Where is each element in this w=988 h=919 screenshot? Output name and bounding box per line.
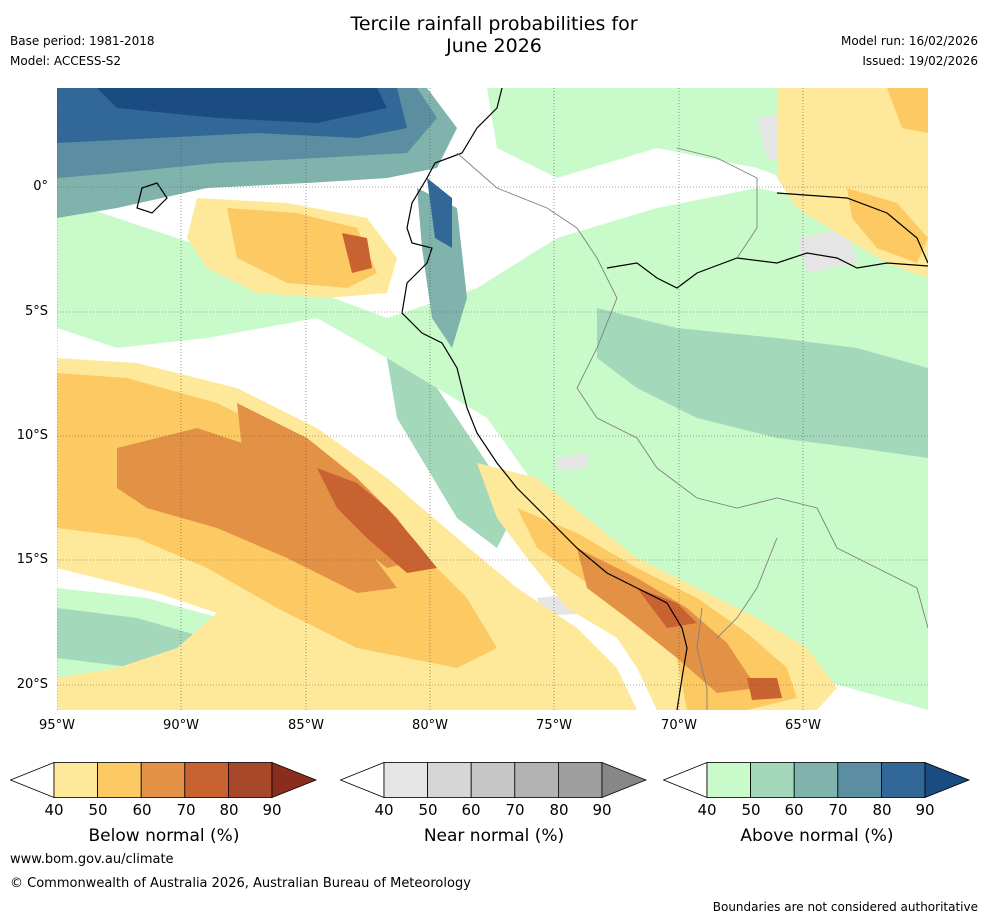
lon-label-90w: 90°W	[163, 718, 199, 733]
cb-above-tick-40: 40	[697, 801, 717, 819]
colorbar-below-normal	[10, 762, 318, 798]
colorbar-segment	[53, 762, 98, 798]
cb-above-tick-60: 60	[784, 801, 804, 819]
cb-near-tick-80: 80	[549, 801, 569, 819]
cb-above-title: Above normal (%)	[740, 826, 894, 846]
colorbar-segment	[383, 762, 428, 798]
cb-below-tick-80: 80	[219, 801, 239, 819]
cb-near-tick-50: 50	[418, 801, 438, 819]
cb-below-title: Below normal (%)	[88, 826, 240, 846]
title-line-1: Tercile rainfall probabilities for	[350, 13, 638, 35]
cb-above-tick-80: 80	[872, 801, 892, 819]
colorbar-extend-low	[10, 762, 55, 798]
cb-near-tick-90: 90	[592, 801, 612, 819]
source-url: www.bom.gov.au/climate	[10, 852, 174, 867]
colorbar-extend-low	[663, 762, 708, 798]
copyright: © Commonwealth of Australia 2026, Austra…	[10, 876, 471, 891]
colorbar-extend-high	[601, 762, 648, 798]
colorbar-segment	[514, 762, 559, 798]
model-run: Model run: 16/02/2026	[840, 34, 978, 48]
colorbar-segment	[837, 762, 882, 798]
lon-label-85w: 85°W	[288, 718, 324, 733]
cb-near-tick-40: 40	[374, 801, 394, 819]
colorbar-segment	[470, 762, 516, 798]
colorbar-segment	[706, 762, 751, 798]
colorbar-segment	[557, 762, 603, 798]
lon-label-70w: 70°W	[661, 718, 697, 733]
lon-label-95w: 95°W	[39, 718, 75, 733]
cb-near-tick-70: 70	[505, 801, 525, 819]
lon-label-80w: 80°W	[412, 718, 448, 733]
colorbar-extend-high	[924, 762, 971, 798]
colorbar-segment	[227, 762, 273, 798]
probability-map	[57, 88, 928, 710]
lat-label-5s: 5°S	[24, 304, 48, 319]
colorbar-segment	[184, 762, 229, 798]
cb-below-tick-60: 60	[132, 801, 152, 819]
below-normal-field	[57, 88, 928, 710]
disclaimer: Boundaries are not considered authoritat…	[712, 900, 978, 914]
meta-left: Base period: 1981-2018 Model: ACCESS-S2	[10, 31, 155, 71]
colorbar-segment	[140, 762, 186, 798]
graticule	[57, 88, 928, 710]
colorbar-extend-high	[271, 762, 318, 798]
map-svg	[57, 88, 928, 710]
cb-above-tick-70: 70	[828, 801, 848, 819]
cb-near-tick-60: 60	[461, 801, 481, 819]
model-name: Model: ACCESS-S2	[10, 54, 122, 68]
base-period: Base period: 1981-2018	[10, 34, 155, 48]
lat-label-10s: 10°S	[16, 428, 48, 443]
above-normal-field	[57, 88, 928, 710]
cb-below-tick-70: 70	[176, 801, 196, 819]
cb-above-tick-50: 50	[741, 801, 761, 819]
lat-label-15s: 15°S	[16, 552, 48, 567]
lat-label-0: 0°	[33, 179, 48, 194]
colorbar-segment	[793, 762, 839, 798]
colorbar-segment	[750, 762, 795, 798]
lon-label-75w: 75°W	[536, 718, 572, 733]
map-title: Tercile rainfall probabilities for June …	[0, 13, 988, 57]
cb-below-tick-40: 40	[44, 801, 64, 819]
colorbar-near-normal	[340, 762, 648, 798]
colorbar-segment	[880, 762, 926, 798]
issued-date: Issued: 19/02/2026	[862, 54, 978, 68]
meta-right: Model run: 16/02/2026 Issued: 19/02/2026	[841, 31, 978, 71]
colorbar-segment	[427, 762, 472, 798]
lat-label-20s: 20°S	[16, 677, 48, 692]
coastlines	[136, 88, 928, 710]
cb-below-tick-50: 50	[88, 801, 108, 819]
colorbar-above-normal	[663, 762, 971, 798]
country-borders	[456, 147, 928, 710]
cb-above-tick-90: 90	[915, 801, 935, 819]
colorbar-extend-low	[340, 762, 385, 798]
cb-below-tick-90: 90	[262, 801, 282, 819]
title-line-2: June 2026	[446, 35, 542, 57]
lon-label-65w: 65°W	[785, 718, 821, 733]
cb-near-title: Near normal (%)	[423, 826, 565, 846]
colorbar-segment	[97, 762, 142, 798]
